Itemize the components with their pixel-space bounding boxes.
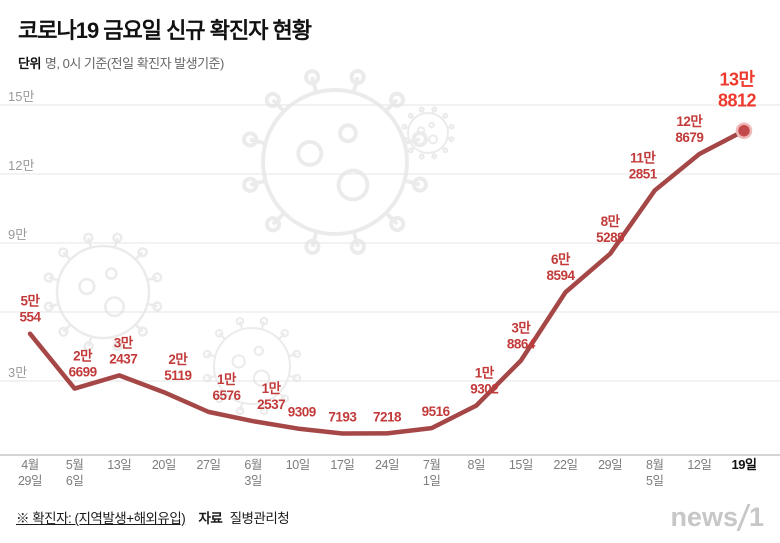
svg-text:7193: 7193 bbox=[328, 409, 357, 424]
svg-text:5만: 5만 bbox=[21, 294, 41, 309]
svg-text:15만: 15만 bbox=[8, 89, 34, 104]
svg-text:6699: 6699 bbox=[69, 365, 97, 380]
series-line bbox=[27, 128, 747, 436]
svg-text:24일: 24일 bbox=[375, 458, 399, 472]
subtitle-rest: 명, 0시 기준(전일 확진자 발생기준) bbox=[44, 56, 224, 71]
svg-text:13일: 13일 bbox=[107, 458, 131, 472]
svg-text:5119: 5119 bbox=[164, 368, 191, 383]
svg-text:8864: 8864 bbox=[507, 337, 536, 352]
svg-text:3만: 3만 bbox=[114, 335, 134, 350]
svg-text:3만: 3만 bbox=[511, 321, 531, 336]
svg-text:29일: 29일 bbox=[598, 458, 622, 472]
footnote-text: ※ 확진자: (지역발생+해외유입) bbox=[16, 511, 186, 526]
svg-text:8594: 8594 bbox=[546, 268, 575, 283]
svg-text:5일: 5일 bbox=[646, 474, 663, 488]
svg-text:6일: 6일 bbox=[66, 474, 83, 488]
footnote: ※ 확진자: (지역발생+해외유입) 자료 질병관리청 bbox=[16, 507, 290, 527]
svg-text:2437: 2437 bbox=[109, 351, 137, 366]
svg-text:27일: 27일 bbox=[197, 458, 221, 472]
svg-text:1만: 1만 bbox=[262, 381, 282, 396]
virus-watermarks bbox=[43, 69, 455, 416]
svg-text:8만: 8만 bbox=[601, 214, 621, 229]
svg-text:19일: 19일 bbox=[732, 457, 757, 472]
svg-text:554: 554 bbox=[19, 310, 41, 325]
svg-text:17일: 17일 bbox=[330, 458, 354, 472]
svg-text:3일: 3일 bbox=[244, 474, 261, 488]
svg-text:22일: 22일 bbox=[554, 458, 578, 472]
svg-text:2851: 2851 bbox=[629, 166, 658, 181]
svg-text:8월: 8월 bbox=[646, 458, 663, 472]
svg-text:7월: 7월 bbox=[423, 458, 440, 472]
virus-icon bbox=[242, 69, 428, 255]
news1-logo: news 1 bbox=[670, 502, 764, 533]
svg-text:8812: 8812 bbox=[718, 91, 757, 111]
svg-text:6576: 6576 bbox=[212, 388, 241, 403]
y-axis-labels: 15만 12만 9만 3만 bbox=[7, 88, 36, 382]
svg-text:7218: 7218 bbox=[373, 409, 402, 424]
svg-text:6만: 6만 bbox=[551, 252, 571, 267]
virus-icon bbox=[401, 106, 455, 160]
svg-text:12만: 12만 bbox=[8, 158, 34, 173]
svg-text:29일: 29일 bbox=[18, 474, 42, 488]
svg-text:2537: 2537 bbox=[257, 397, 285, 412]
svg-text:1일: 1일 bbox=[423, 474, 440, 488]
svg-text:20일: 20일 bbox=[152, 458, 176, 472]
svg-text:3만: 3만 bbox=[8, 365, 27, 380]
header: 코로나19 금요일 신규 확진자 현황 단위 명, 0시 기준(전일 확진자 발생… bbox=[18, 13, 312, 72]
svg-text:8일: 8일 bbox=[468, 458, 485, 472]
svg-text:12만: 12만 bbox=[676, 114, 703, 129]
svg-text:10일: 10일 bbox=[286, 458, 310, 472]
svg-text:9만: 9만 bbox=[8, 227, 27, 242]
source-name: 질병관리청 bbox=[229, 511, 290, 526]
svg-text:15일: 15일 bbox=[509, 458, 533, 472]
svg-text:5월: 5월 bbox=[66, 458, 83, 472]
endpoint-marker bbox=[735, 122, 753, 139]
svg-text:9516: 9516 bbox=[422, 404, 451, 419]
svg-text:9309: 9309 bbox=[288, 405, 316, 420]
svg-text:11만: 11만 bbox=[630, 150, 656, 165]
logo-text-left: news bbox=[670, 502, 738, 532]
subtitle-unit-label: 단위 bbox=[18, 56, 41, 71]
svg-text:1만: 1만 bbox=[217, 372, 237, 387]
svg-text:12일: 12일 bbox=[687, 458, 711, 472]
svg-text:13만: 13만 bbox=[719, 70, 755, 90]
chart-subtitle: 단위 명, 0시 기준(전일 확진자 발생기준) bbox=[18, 53, 311, 72]
svg-text:6월: 6월 bbox=[244, 458, 261, 472]
svg-text:9302: 9302 bbox=[470, 382, 498, 397]
page-title: 코로나19 금요일 신규 확진자 현황 bbox=[18, 18, 312, 43]
logo-text-right: 1 bbox=[748, 502, 764, 532]
svg-text:1만: 1만 bbox=[475, 366, 495, 381]
svg-text:2만: 2만 bbox=[168, 352, 188, 367]
x-axis-labels: 4월 29일 5월 6일 13일 20일 27일 6월 3일 10일 17일 24일 7월 1일 8일 15일… bbox=[18, 457, 757, 488]
svg-text:4월: 4월 bbox=[21, 458, 38, 472]
svg-text:2만: 2만 bbox=[73, 349, 93, 364]
svg-text:5289: 5289 bbox=[596, 230, 624, 245]
virus-icon bbox=[43, 232, 163, 352]
source-label: 자료 bbox=[198, 511, 223, 526]
svg-text:8679: 8679 bbox=[675, 130, 703, 145]
